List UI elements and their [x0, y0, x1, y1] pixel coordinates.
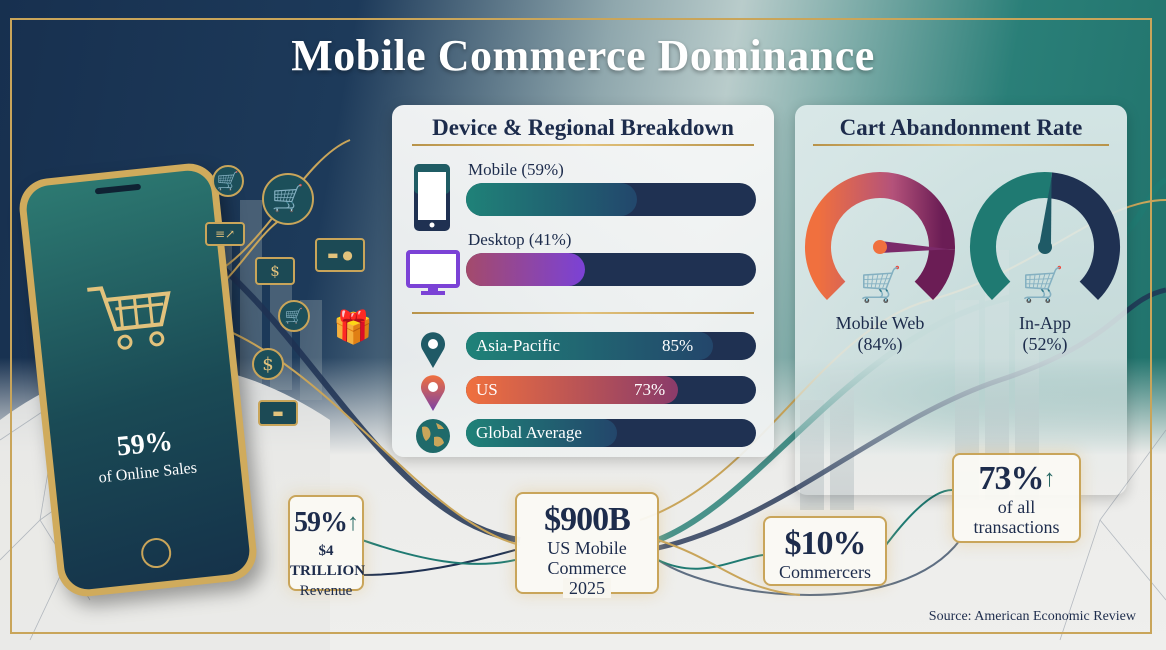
- gauges: [805, 172, 1120, 301]
- arrow-up-icon: ↑: [347, 510, 359, 536]
- gauge-needle: [1039, 177, 1052, 248]
- dollar-bill-icon: $: [255, 257, 295, 285]
- smartphone-icon: [414, 164, 450, 231]
- stat-value: $10%: [784, 525, 867, 562]
- stat-card-revenue: 59%↑ $4 TRILLION Revenue: [288, 495, 366, 599]
- stat-line: of all: [997, 497, 1036, 517]
- page-title: Mobile Commerce Dominance: [291, 31, 875, 80]
- stat-line: Commerce: [547, 558, 627, 578]
- gauge-hub: [873, 240, 887, 254]
- broken-cart-icon: 🛒: [859, 265, 903, 305]
- stat-value: $900B: [544, 501, 631, 538]
- credit-card-icon: ▬: [258, 400, 298, 426]
- gauge-label-in-app: In-App (52%): [975, 313, 1115, 355]
- gauge-arc-filled: [970, 172, 1053, 301]
- region-bar-fill-global-average: [466, 419, 617, 447]
- gift-icon: 🎁: [333, 308, 373, 346]
- gauge-label-mobile-web: Mobile Web (84%): [810, 313, 950, 355]
- stat-line: $4 TRILLION: [290, 543, 366, 579]
- device-bar-mobile: [466, 183, 756, 216]
- arrow-up-icon: ↑: [1043, 466, 1056, 492]
- region-bar-fill-asia-pacific: [466, 332, 713, 360]
- gauge-value: (84%): [857, 334, 903, 354]
- device-label-mobile: Mobile (59%): [468, 160, 564, 179]
- gauge-hub: [1038, 240, 1052, 254]
- shopping-cart-icon: [87, 286, 171, 350]
- cart-check-icon: 🛒: [1021, 265, 1065, 305]
- gauge-value: (52%): [1022, 334, 1068, 354]
- payment-card-icon: ≡↗: [205, 222, 245, 246]
- region-bar-asia-pacific: Asia-Pacific 85%: [466, 332, 756, 360]
- source-note: Source: American Economic Review: [928, 609, 1136, 624]
- cart-icon: 🛒: [212, 165, 244, 197]
- cart-icon: 🛒: [278, 300, 310, 332]
- gauge-needle: [879, 241, 950, 253]
- cart-icon: 🛒: [262, 173, 314, 225]
- region-label: Asia-Pacific: [476, 336, 561, 355]
- device-bar-fill-mobile: [466, 183, 638, 216]
- cart-abandonment-panel: Cart Abandonment Rate 🛒 🛒 Mobile Web (84…: [795, 105, 1127, 495]
- region-label: Global Average: [476, 423, 582, 442]
- stat-card-us-mobile-commerce: $900B US Mobile Commerce 2025: [515, 492, 659, 598]
- device-label-desktop: Desktop (41%): [468, 230, 572, 249]
- dollar-coin-icon: $: [252, 348, 284, 380]
- stat-card-transactions: 73%↑ of all transactions: [952, 453, 1081, 543]
- desktop-monitor-icon: [406, 250, 460, 295]
- panel-title: Cart Abandonment Rate: [839, 115, 1083, 140]
- panel-title: Device & Regional Breakdown: [432, 115, 734, 140]
- stat-line: Commercers: [779, 562, 871, 582]
- map-pin-icon: [421, 332, 445, 368]
- stat-line: Revenue: [299, 583, 353, 599]
- gauge-name: In-App: [1019, 313, 1071, 333]
- region-value: 85%: [662, 336, 694, 355]
- device-bar-desktop: [466, 253, 756, 286]
- globe-icon: [416, 419, 450, 453]
- region-value: 73%: [634, 380, 666, 399]
- device-bar-fill-desktop: [466, 253, 585, 286]
- gauge-arc-rest: [914, 247, 955, 301]
- device-regional-panel: Device & Regional Breakdown Mobile (59%)…: [392, 105, 774, 457]
- map-pin-icon: [421, 375, 445, 411]
- credit-card-icon: ▬ ●: [315, 238, 365, 272]
- stat-line: transactions: [973, 517, 1060, 537]
- region-bar-global-average: Global Average: [466, 419, 756, 447]
- stat-year: 2025: [563, 578, 611, 598]
- region-bar-us: US 73%: [466, 376, 756, 404]
- smartphone-illustration: 59% of Online Sales: [16, 160, 260, 600]
- region-bar-fill-us: [466, 376, 678, 404]
- gauge-arc-filled: [805, 172, 955, 301]
- stat-line: US Mobile: [547, 538, 627, 558]
- stat-card-commercers: $10% Commercers: [763, 516, 887, 586]
- gauge-name: Mobile Web: [835, 313, 925, 333]
- stat-value: 73%: [978, 460, 1045, 497]
- region-label: US: [476, 380, 498, 399]
- gauge-arc-rest: [1049, 172, 1120, 301]
- stat-value: 59%: [294, 507, 348, 538]
